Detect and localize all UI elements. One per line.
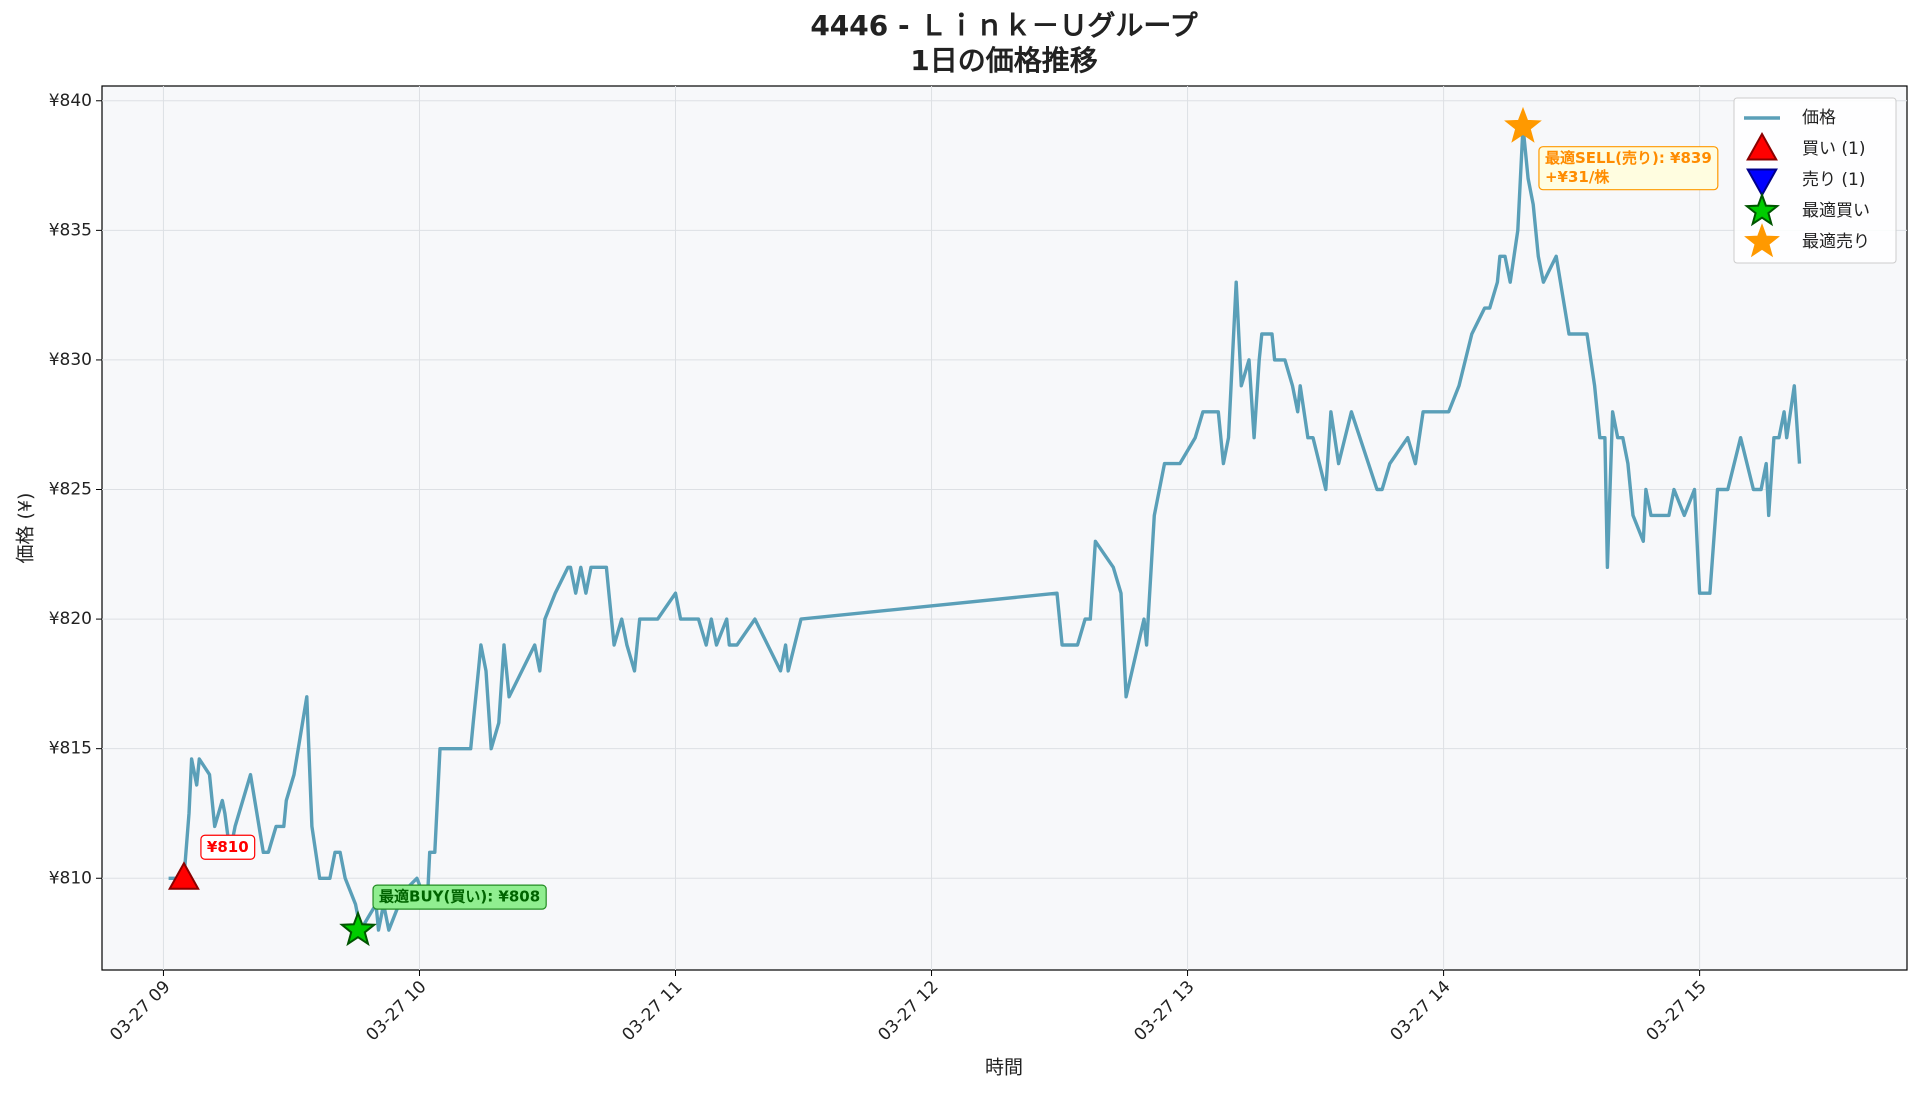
legend-label: 価格 (1802, 108, 1836, 128)
legend-swatch (1746, 168, 1778, 198)
annotation-box (1538, 146, 1719, 191)
y-tick-label: ¥825 (49, 480, 92, 500)
y-tick-label: ¥840 (49, 91, 92, 111)
x-tick-label: 03-27 10 (362, 977, 430, 1045)
annotation: ¥810 (200, 834, 256, 860)
triangle-up-marker (167, 861, 200, 890)
marks: ¥810 最適BUY(買い): ¥808 最適SELL(売り): ¥839+¥31/… (167, 106, 1802, 947)
legend-box (1733, 97, 1897, 264)
x-axis-label: 時間 (985, 1057, 1023, 1079)
annotation-text: 最適BUY(買い): ¥808 (379, 888, 540, 906)
y-tick-label: ¥820 (49, 609, 92, 629)
x-tick-label: 03-27 09 (106, 977, 174, 1045)
annotation-box (200, 834, 256, 860)
annotation-box (372, 884, 547, 910)
annotation: 最適BUY(買い): ¥808 (372, 884, 547, 910)
x-tick-label: 03-27 15 (1642, 977, 1710, 1045)
price-line (168, 125, 1802, 932)
legend-swatch (1744, 192, 1780, 227)
legend-swatch (1746, 131, 1778, 161)
annotation: 最適SELL(売り): ¥839+¥31/株 (1538, 146, 1719, 191)
legend-label: 最適売り (1802, 232, 1870, 252)
y-tick-label: ¥810 (49, 868, 92, 888)
chart-title: 4446 - Ｌｉｎｋ－Ｕグループ (810, 9, 1198, 42)
legend-swatch (1744, 223, 1780, 258)
star-marker (339, 910, 377, 947)
legend-label: 買い (1) (1802, 139, 1865, 159)
x-tick-label: 03-27 14 (1386, 977, 1454, 1045)
annotation-text: ¥810 (207, 838, 249, 856)
annotation-text: 最適SELL(売り): ¥839 (1545, 149, 1712, 167)
annotation-text: +¥31/株 (1545, 168, 1610, 186)
x-tick-label: 03-27 12 (874, 977, 942, 1045)
x-tick-label: 03-27 13 (1130, 977, 1198, 1045)
x-tick-label: 03-27 11 (618, 977, 686, 1045)
star-marker (1504, 106, 1542, 143)
y-tick-label: ¥835 (49, 220, 92, 240)
legend-label: 売り (1) (1802, 170, 1865, 190)
grid (102, 86, 1907, 970)
y-tick-label: ¥830 (49, 350, 92, 370)
y-tick-label: ¥815 (49, 739, 92, 759)
chart-subtitle: 1日の価格推移 (910, 44, 1097, 77)
legend-label: 最適買い (1802, 201, 1870, 221)
y-axis-label: 価格 (¥) (15, 493, 37, 564)
